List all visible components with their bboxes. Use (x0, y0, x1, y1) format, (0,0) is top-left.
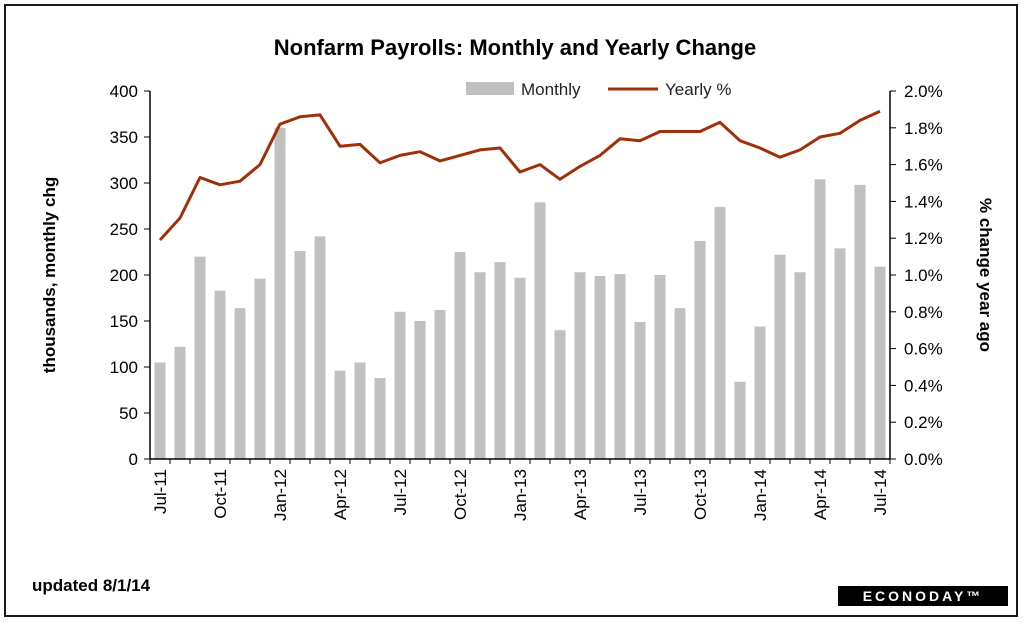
bar-monthly (274, 127, 286, 460)
x-tick-label: Jul-14 (871, 469, 890, 515)
bar-monthly (354, 362, 366, 459)
bar-monthly (594, 275, 606, 459)
y2-tick-label: 0.2% (904, 413, 943, 432)
x-tick-label: Oct-11 (211, 469, 230, 519)
x-tick-label: Jan-14 (751, 469, 770, 521)
line-yearly (158, 109, 881, 242)
bar-monthly (334, 370, 346, 459)
bar-monthly (374, 378, 386, 459)
x-tick-label: Jul-13 (631, 469, 650, 515)
chart-title: Nonfarm Payrolls: Monthly and Yearly Cha… (274, 35, 757, 60)
bar-monthly (674, 308, 686, 459)
bar-monthly (834, 248, 846, 459)
y2-tick-label: 0.4% (904, 376, 943, 395)
bar-monthly (714, 206, 726, 459)
bar-monthly (174, 346, 186, 459)
bar-monthly (254, 278, 266, 459)
x-tick-label: Jul-11 (151, 469, 170, 514)
bar-monthly (734, 381, 746, 459)
bar-monthly (434, 309, 446, 459)
x-axis-ticks: Jul-11 Oct-11 Jan-12 Apr-12 Jul-12 Oct-12 Jan-… (149, 459, 891, 521)
x-tick-label: Jul-12 (391, 469, 410, 515)
x-tick-label: Apr-14 (811, 469, 830, 520)
legend-label-monthly: Monthly (521, 80, 581, 99)
y2-tick-label: 0.8% (904, 303, 943, 322)
bar-monthly (394, 311, 406, 459)
y2-tick-label: 1.8% (904, 119, 943, 138)
series-line-yearly (158, 109, 881, 242)
y-axis-ticks: 0 50 100 150 200 250 300 350 400 (110, 82, 150, 469)
bar-monthly (554, 330, 566, 459)
y-tick-label: 400 (110, 82, 138, 101)
bar-monthly (654, 275, 666, 459)
x-tick-label: Apr-12 (331, 469, 350, 520)
x-tick-label: Oct-12 (451, 469, 470, 520)
legend-label-yearly: Yearly % (665, 80, 731, 99)
bar-monthly (774, 254, 786, 459)
y-tick-label: 50 (119, 404, 138, 423)
chart-frame (4, 4, 1018, 617)
bar-monthly (614, 274, 626, 459)
bar-monthly (234, 308, 246, 459)
bar-monthly (514, 277, 526, 459)
legend: Monthly Yearly % (466, 80, 731, 99)
y2-axis-ticks: 0.0% 0.2% 0.4% 0.6% 0.8% 1.0% 1.2% 1.4% 1.6% 1.8%… (890, 82, 943, 469)
bar-monthly (814, 179, 826, 459)
y-tick-label: 300 (110, 174, 138, 193)
bar-monthly (214, 290, 226, 459)
bar-monthly (494, 262, 506, 459)
bars-monthly (154, 127, 886, 460)
bar-monthly (294, 251, 306, 459)
y-tick-label: 0 (129, 450, 138, 469)
bar-monthly (694, 240, 706, 459)
bar-monthly (854, 184, 866, 459)
y-tick-label: 250 (110, 220, 138, 239)
bar-monthly (474, 272, 486, 459)
bar-monthly (754, 326, 766, 459)
y-tick-label: 200 (110, 266, 138, 285)
y2-tick-label: 2.0% (904, 82, 943, 101)
y-tick-label: 100 (110, 358, 138, 377)
bar-monthly (314, 236, 326, 459)
y2-tick-label: 1.0% (904, 266, 943, 285)
bar-monthly (874, 266, 886, 459)
updated-note: updated 8/1/14 (32, 576, 151, 595)
bar-monthly (414, 321, 426, 459)
bar-monthly (194, 256, 206, 459)
x-tick-label: Apr-13 (571, 469, 590, 520)
x-tick-label: Jan-13 (511, 469, 530, 521)
bar-monthly (794, 272, 806, 459)
econoday-logo: ECONODAY™ (838, 586, 1008, 606)
y2-tick-label: 1.4% (904, 192, 943, 211)
x-tick-label: Jan-12 (271, 469, 290, 521)
bar-monthly (534, 202, 546, 459)
y2-tick-label: 1.6% (904, 156, 943, 175)
y2-tick-label: 1.2% (904, 229, 943, 248)
bar-monthly (634, 321, 646, 459)
y2-tick-label: 0.0% (904, 450, 943, 469)
y2-tick-label: 0.6% (904, 340, 943, 359)
y-tick-label: 350 (110, 128, 138, 147)
y2-axis-title: % change year ago (976, 198, 995, 352)
y-tick-label: 150 (110, 312, 138, 331)
x-tick-label: Oct-13 (691, 469, 710, 520)
bar-monthly (454, 252, 466, 459)
bar-monthly (154, 362, 166, 459)
legend-swatch-monthly (466, 82, 514, 95)
y-axis-title: thousands, monthly chg (40, 177, 59, 373)
bar-monthly (574, 272, 586, 459)
